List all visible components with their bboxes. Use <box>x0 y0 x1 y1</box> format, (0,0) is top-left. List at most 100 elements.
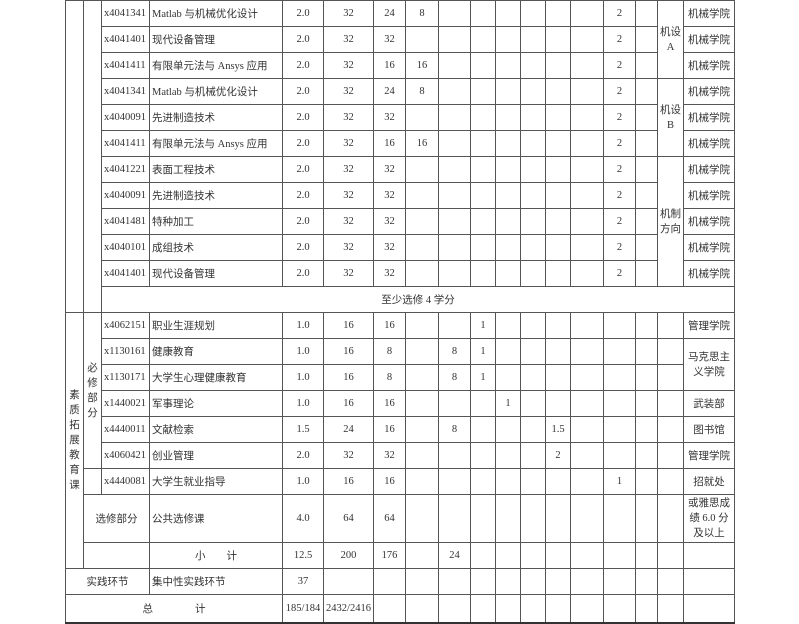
semester-t5 <box>570 104 604 131</box>
other-hours <box>438 208 471 235</box>
lab-hours <box>405 442 439 469</box>
semester-t2: 1 <box>495 390 521 417</box>
lecture-hours: 24 <box>373 78 406 105</box>
credit: 4.0 <box>282 494 324 543</box>
semester-t2 <box>495 338 521 365</box>
credit: 2.0 <box>282 78 324 105</box>
semester-t1 <box>470 78 496 105</box>
semester-t1: 1 <box>470 338 496 365</box>
semester-t4: 2 <box>545 442 571 469</box>
credit: 1.5 <box>282 416 324 443</box>
course-name: 大学生心理健康教育 <box>149 364 283 391</box>
lecture-hours: 32 <box>373 26 406 53</box>
semester-t1 <box>470 0 496 27</box>
semester-t6: 2 <box>603 234 636 261</box>
other-hours: 8 <box>438 416 471 443</box>
lab-hours <box>405 208 439 235</box>
semester-t5 <box>570 364 604 391</box>
lab-hours <box>405 364 439 391</box>
credit: 1.0 <box>282 338 324 365</box>
semester-t2 <box>495 104 521 131</box>
other-hours <box>438 234 471 261</box>
lab-hours <box>405 338 439 365</box>
lab-hours: 16 <box>405 52 439 79</box>
table-row: x4041411 有限单元法与 Ansys 应用 2.0 32 16 16 2 机械学院 <box>66 130 735 157</box>
lab-hours: 16 <box>405 130 439 157</box>
semester-t5 <box>570 442 604 469</box>
other-hours <box>438 182 471 209</box>
semester-t1 <box>470 234 496 261</box>
semester-t3 <box>520 0 546 27</box>
empty-cell <box>405 568 439 595</box>
lecture-hours: 16 <box>373 312 406 339</box>
total-hours: 16 <box>323 312 374 339</box>
semester-t5 <box>570 390 604 417</box>
empty-cell <box>520 568 546 595</box>
credit: 37 <box>282 568 324 595</box>
semester-t4 <box>545 208 571 235</box>
semester-t7 <box>635 416 658 443</box>
semester-t1 <box>470 26 496 53</box>
course-name: 大学生就业指导 <box>149 468 283 495</box>
lecture-hours: 32 <box>373 182 406 209</box>
semester-t1 <box>470 104 496 131</box>
required-label: 必修部分 <box>83 312 102 469</box>
semester-t2 <box>495 234 521 261</box>
department: 管理学院 <box>683 442 735 469</box>
semester-t4 <box>545 104 571 131</box>
table-row: x4060421 创业管理 2.0 32 32 2 管理学院 <box>66 442 735 469</box>
other-hours <box>438 78 471 105</box>
semester-t7 <box>635 260 658 287</box>
other-hours: 24 <box>438 542 471 569</box>
semester-t2 <box>495 182 521 209</box>
course-name: 先进制造技术 <box>149 104 283 131</box>
semester-t1 <box>470 260 496 287</box>
empty-cell <box>545 594 571 623</box>
semester-t5 <box>570 0 604 27</box>
semester-t4 <box>545 364 571 391</box>
empty-cell <box>520 494 546 543</box>
empty-cell <box>545 494 571 543</box>
credit: 1.0 <box>282 390 324 417</box>
semester-t3 <box>520 416 546 443</box>
subcategory-cell <box>83 468 102 495</box>
empty-cell <box>470 494 496 543</box>
elective-note: 至少选修 4 学分 <box>101 286 735 313</box>
credit: 2.0 <box>282 0 324 27</box>
elective-label: 选修部分 <box>83 494 150 543</box>
semester-t4: 1.5 <box>545 416 571 443</box>
semester-t6: 2 <box>603 208 636 235</box>
empty-cell <box>438 594 471 623</box>
course-name: 现代设备管理 <box>149 260 283 287</box>
total-hours: 32 <box>323 26 374 53</box>
course-name: 有限单元法与 Ansys 应用 <box>149 52 283 79</box>
credit: 2.0 <box>282 26 324 53</box>
semester-t3 <box>520 182 546 209</box>
semester-t2 <box>495 52 521 79</box>
department: 机械学院 <box>683 260 735 287</box>
empty-cell <box>405 594 439 623</box>
course-code: x4440011 <box>101 416 150 443</box>
semester-t6: 2 <box>603 182 636 209</box>
empty-cell <box>373 568 406 595</box>
semester-t5 <box>570 312 604 339</box>
semester-t5 <box>570 416 604 443</box>
empty-cell <box>570 594 604 623</box>
lecture-hours: 176 <box>373 542 406 569</box>
curriculum-table: x4041341 Matlab 与机械优化设计 2.0 32 24 8 2 机设A 机械学院 x4… <box>65 0 735 624</box>
semester-t1 <box>470 130 496 157</box>
direction-cell <box>657 416 684 443</box>
course-code: x4041401 <box>101 26 150 53</box>
total-hours: 32 <box>323 104 374 131</box>
total-hours: 16 <box>323 338 374 365</box>
credit: 2.0 <box>282 104 324 131</box>
semester-t2 <box>495 26 521 53</box>
table-row: x4041481 特种加工 2.0 32 32 2 机械学院 <box>66 208 735 235</box>
course-code: x4440081 <box>101 468 150 495</box>
semester-t5 <box>570 130 604 157</box>
category-label: 素质拓展教育课 <box>65 312 84 569</box>
lab-hours <box>405 104 439 131</box>
semester-t7 <box>635 130 658 157</box>
lecture-hours: 24 <box>373 0 406 27</box>
semester-t7 <box>635 390 658 417</box>
